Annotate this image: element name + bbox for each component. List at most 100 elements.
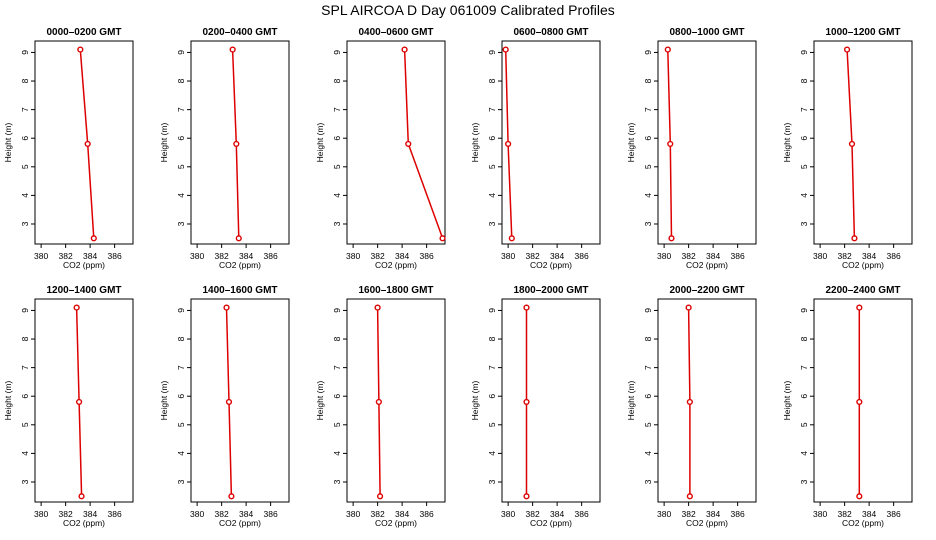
y-tick-label: 6 — [176, 136, 186, 141]
profile-point — [523, 398, 530, 406]
y-tick-label: 5 — [332, 164, 342, 169]
x-tick-label: 380 — [190, 251, 204, 261]
x-axis-label: CO2 (ppm) — [219, 518, 261, 528]
y-tick-label: 7 — [176, 107, 186, 112]
y-tick-label: 3 — [176, 479, 186, 484]
profile-panel: 1200–1400 GMT 380 382 384 386 3 4 5 6 7 8 9 CO2 (ppm… — [3, 285, 134, 528]
y-tick-label: 7 — [332, 365, 342, 370]
y-tick-label: 6 — [332, 394, 342, 399]
profile-panel: 1000–1200 GMT 380 382 384 386 3 4 5 6 7 8 9 CO2 (ppm… — [782, 27, 913, 270]
x-tick-label: 384 — [706, 509, 720, 519]
y-tick-label: 3 — [20, 221, 30, 226]
profile-point — [856, 493, 863, 500]
plot-frame — [346, 298, 446, 503]
y-tick-label: 3 — [332, 221, 342, 226]
y-tick-label: 9 — [20, 50, 30, 55]
y-tick-label: 4 — [176, 193, 186, 198]
y-tick-label: 7 — [487, 365, 497, 370]
y-tick-label: 9 — [799, 50, 809, 55]
y-tick-label: 6 — [332, 136, 342, 141]
profile-point — [233, 140, 240, 148]
y-axis-label: Height (m) — [782, 381, 792, 421]
y-tick-label: 4 — [643, 451, 653, 456]
profile-point — [686, 493, 693, 500]
y-tick-label: 9 — [799, 308, 809, 313]
profile-panel: 0400–0600 GMT 380 382 384 386 3 4 5 6 7 8 9 CO2 (ppm… — [315, 27, 446, 270]
panel-title: 0600–0800 GMT — [513, 27, 588, 38]
profile-point — [439, 235, 446, 242]
x-tick-label: 382 — [838, 251, 852, 261]
x-tick-label: 382 — [59, 251, 73, 261]
y-axis-label: Height (m) — [159, 381, 169, 421]
x-tick-label: 382 — [526, 509, 540, 519]
x-tick-label: 384 — [550, 251, 564, 261]
x-tick-label: 380 — [501, 509, 515, 519]
x-tick-label: 384 — [550, 509, 564, 519]
profile-panel: 2200–2400 GMT 380 382 384 386 3 4 5 6 7 8 9 CO2 (ppm… — [782, 285, 913, 528]
profile-panel: 1800–2000 GMT 380 382 384 386 3 4 5 6 7 8 9 CO2 (ppm… — [470, 285, 601, 528]
y-tick-label: 8 — [20, 336, 30, 341]
y-tick-label: 9 — [332, 50, 342, 55]
x-tick-label: 380 — [190, 509, 204, 519]
y-tick-label: 3 — [799, 479, 809, 484]
y-axis-label: Height (m) — [626, 123, 636, 163]
y-tick-label: 7 — [799, 365, 809, 370]
profile-point — [848, 140, 856, 148]
x-tick-label: 382 — [682, 509, 696, 519]
y-tick-label: 6 — [799, 136, 809, 141]
panel-title: 1600–1800 GMT — [358, 285, 433, 296]
x-tick-label: 386 — [264, 251, 278, 261]
y-tick-label: 5 — [643, 422, 653, 427]
x-axis-label: CO2 (ppm) — [63, 260, 105, 270]
y-tick-label: 9 — [176, 308, 186, 313]
y-tick-label: 5 — [332, 422, 342, 427]
y-tick-label: 9 — [487, 50, 497, 55]
y-tick-label: 5 — [487, 164, 497, 169]
y-axis-label: Height (m) — [626, 381, 636, 421]
panel-title: 1400–1600 GMT — [202, 285, 277, 296]
y-tick-label: 8 — [332, 336, 342, 341]
y-tick-label: 4 — [20, 193, 30, 198]
y-tick-label: 6 — [20, 136, 30, 141]
y-tick-label: 8 — [799, 78, 809, 83]
y-tick-label: 4 — [487, 193, 497, 198]
y-tick-label: 5 — [799, 422, 809, 427]
y-tick-label: 4 — [799, 193, 809, 198]
x-tick-label: 384 — [862, 251, 876, 261]
plot-frame — [501, 40, 601, 245]
panel-title: 2200–2400 GMT — [825, 285, 900, 296]
y-tick-label: 7 — [20, 365, 30, 370]
y-tick-label: 3 — [176, 221, 186, 226]
y-tick-label: 3 — [20, 479, 30, 484]
y-axis-label: Height (m) — [782, 123, 792, 163]
plot-frame — [34, 298, 134, 503]
x-tick-label: 386 — [887, 509, 901, 519]
profile-point — [851, 235, 858, 242]
x-axis-label: CO2 (ppm) — [63, 518, 105, 528]
panel-title: 1800–2000 GMT — [513, 285, 588, 296]
plot-frame — [813, 40, 913, 245]
profile-point — [664, 46, 671, 53]
x-axis-label: CO2 (ppm) — [530, 260, 572, 270]
profile-point — [856, 398, 863, 406]
y-axis-label: Height (m) — [315, 381, 325, 421]
profile-point — [856, 304, 863, 311]
y-tick-label: 5 — [176, 164, 186, 169]
profile-point — [90, 235, 97, 242]
profile-panel: 2000–2200 GMT 380 382 384 386 3 4 5 6 7 8 9 CO2 (ppm… — [626, 285, 757, 528]
profile-point — [84, 140, 91, 148]
profile-point — [667, 140, 674, 148]
y-tick-label: 9 — [643, 308, 653, 313]
x-tick-label: 382 — [59, 509, 73, 519]
profile-point — [223, 304, 230, 311]
x-tick-label: 380 — [813, 251, 827, 261]
plot-frame — [657, 40, 757, 245]
x-tick-label: 380 — [813, 509, 827, 519]
x-tick-label: 384 — [395, 251, 409, 261]
y-tick-label: 4 — [799, 451, 809, 456]
x-axis-label: CO2 (ppm) — [375, 518, 417, 528]
panel-title: 0400–0600 GMT — [358, 27, 433, 38]
y-tick-label: 9 — [487, 308, 497, 313]
profile-panel: 0600–0800 GMT 380 382 384 386 3 4 5 6 7 8 9 CO2 (ppm… — [470, 27, 601, 270]
